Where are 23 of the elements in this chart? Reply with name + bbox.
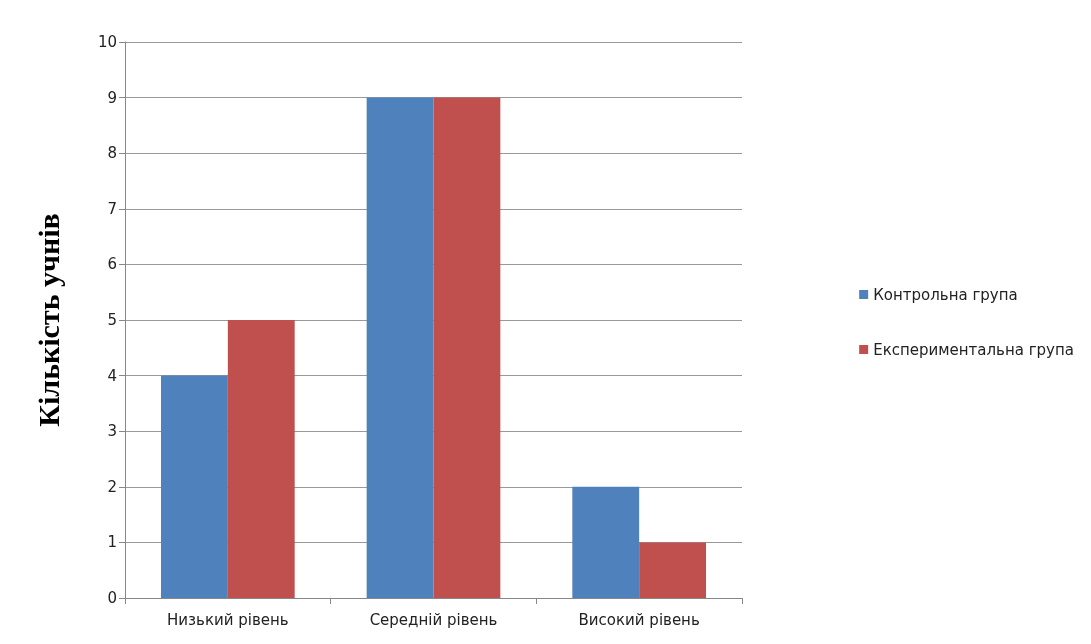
y-tick-label: 10	[97, 33, 117, 51]
y-tick-label: 1	[107, 533, 117, 552]
y-tick-label: 6	[107, 255, 117, 274]
x-tick-label: Середній рівень	[369, 610, 498, 629]
y-tick-label: 4	[107, 366, 117, 385]
y-tick-label: 8	[107, 144, 117, 163]
bar	[572, 486, 640, 598]
y-axis-title: Кількість учнів	[31, 213, 65, 427]
bar	[433, 97, 501, 598]
y-tick-label: 0	[107, 589, 117, 607]
bar	[160, 375, 228, 598]
bar	[366, 97, 434, 598]
legend-label: Контрольна група	[873, 285, 1018, 304]
x-tick-label: Високий рівень	[578, 610, 700, 629]
x-tick-label: Низький рівень	[167, 610, 289, 629]
legend-label: Експериментальна група	[873, 340, 1075, 359]
y-tick-label: 5	[107, 311, 117, 329]
bar	[639, 542, 707, 598]
y-tick-label: 2	[107, 477, 117, 496]
bar	[227, 320, 295, 598]
y-tick-label: 7	[107, 199, 117, 218]
y-tick-label: 3	[107, 422, 117, 441]
y-tick-label: 9	[107, 88, 117, 107]
